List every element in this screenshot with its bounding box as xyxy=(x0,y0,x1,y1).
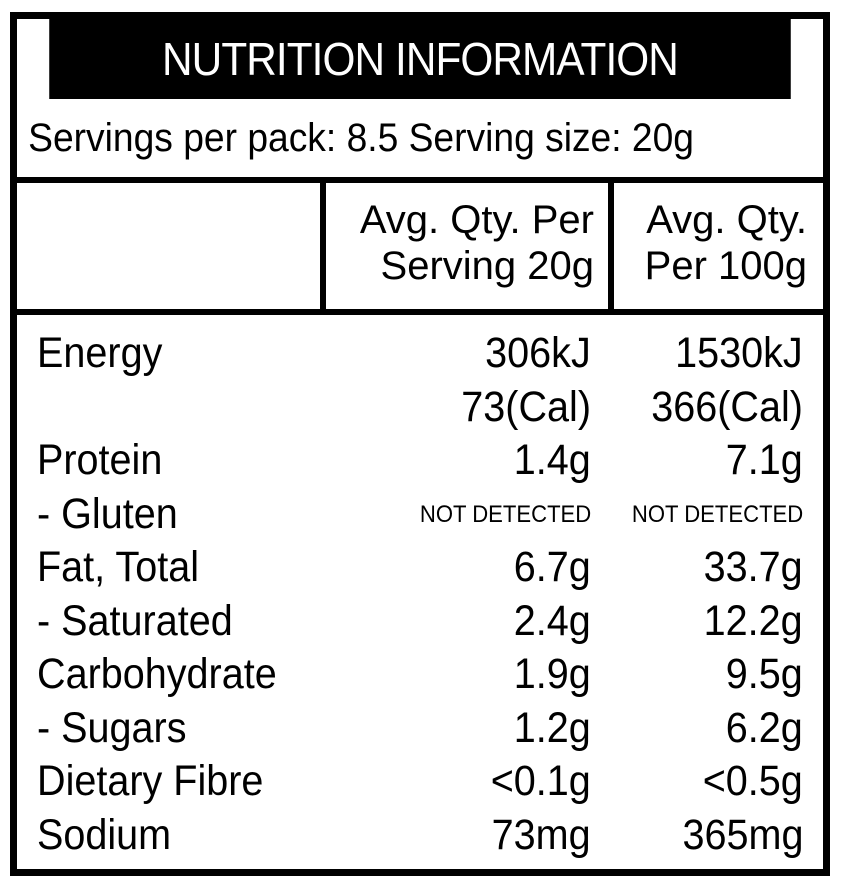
value-per-serving: 2.4g xyxy=(513,596,591,645)
value-per-serving: NOT DETECTED xyxy=(419,500,591,528)
value-per-serving: <0.1g xyxy=(490,757,591,805)
value-per-serving: 306kJ xyxy=(485,329,591,377)
value-per-serving: 73mg xyxy=(492,810,591,859)
table-row: Fat, Total 6.7g 33.7g xyxy=(17,541,823,595)
table-row: Carbohydrate 1.9g 9.5g xyxy=(17,648,823,702)
nutrient-name: Energy xyxy=(37,329,163,377)
nutrition-panel: NUTRITION INFORMATION Servings per pack:… xyxy=(10,12,830,876)
value-per-serving: 73(Cal) xyxy=(461,382,591,431)
column-header-row: Avg. Qty. Per Serving 20g Avg. Qty. Per … xyxy=(17,183,823,315)
table-row: - Saturated 2.4g 12.2g xyxy=(17,595,823,649)
value-per-serving: 1.9g xyxy=(513,650,591,698)
value-per-100g: 1530kJ xyxy=(675,329,803,377)
header-per-serving-line2: Serving 20g xyxy=(380,244,594,288)
table-row: Sodium 73mg 365mg xyxy=(17,809,823,863)
table-row: Protein 1.4g 7.1g xyxy=(17,434,823,488)
table-row: Energy 306kJ 1530kJ xyxy=(17,327,823,381)
nutrient-name: Sodium xyxy=(37,810,172,859)
panel-title: NUTRITION INFORMATION xyxy=(49,19,791,99)
nutrient-name: - Saturated xyxy=(37,596,233,645)
nutrient-name: Dietary Fibre xyxy=(37,757,264,805)
value-per-serving: 1.2g xyxy=(513,703,591,752)
nutrient-name: Fat, Total xyxy=(37,543,199,591)
value-per-100g: NOT DETECTED xyxy=(631,500,803,528)
header-per-serving: Avg. Qty. Per Serving 20g xyxy=(326,183,614,309)
value-per-100g: 365mg xyxy=(682,810,803,859)
table-row: 73(Cal) 366(Cal) xyxy=(17,381,823,435)
nutrient-name: - Sugars xyxy=(37,703,187,752)
value-per-100g: 7.1g xyxy=(725,436,803,484)
table-row: - Sugars 1.2g 6.2g xyxy=(17,702,823,756)
value-per-100g: 33.7g xyxy=(703,543,803,591)
header-per-serving-line1: Avg. Qty. Per xyxy=(359,198,594,242)
value-per-100g: 366(Cal) xyxy=(651,382,803,431)
nutrient-name: Protein xyxy=(37,436,163,484)
header-nutrient-cell xyxy=(17,183,326,309)
table-row: Dietary Fibre <0.1g <0.5g xyxy=(17,755,823,809)
header-per-100g-line1: Avg. Qty. xyxy=(646,198,807,242)
nutrient-name: - Gluten xyxy=(37,489,178,538)
value-per-100g: 6.2g xyxy=(725,703,803,752)
header-per-100g: Avg. Qty. Per 100g xyxy=(614,183,823,309)
nutrient-name: Carbohydrate xyxy=(37,650,277,698)
value-per-100g: 9.5g xyxy=(725,650,803,698)
servings-text: Servings per pack: 8.5 Serving size: 20g xyxy=(28,116,694,160)
table-row: - Gluten NOT DETECTED NOT DETECTED xyxy=(17,488,823,542)
value-per-serving: 6.7g xyxy=(513,543,591,591)
value-per-100g: 12.2g xyxy=(703,596,803,645)
nutrient-table: Energy 306kJ 1530kJ 73(Cal) 366(Cal) Pro… xyxy=(17,319,823,862)
value-per-100g: <0.5g xyxy=(702,757,803,805)
servings-info: Servings per pack: 8.5 Serving size: 20g xyxy=(17,99,823,183)
header-per-100g-line2: Per 100g xyxy=(644,244,807,288)
value-per-serving: 1.4g xyxy=(513,436,591,484)
